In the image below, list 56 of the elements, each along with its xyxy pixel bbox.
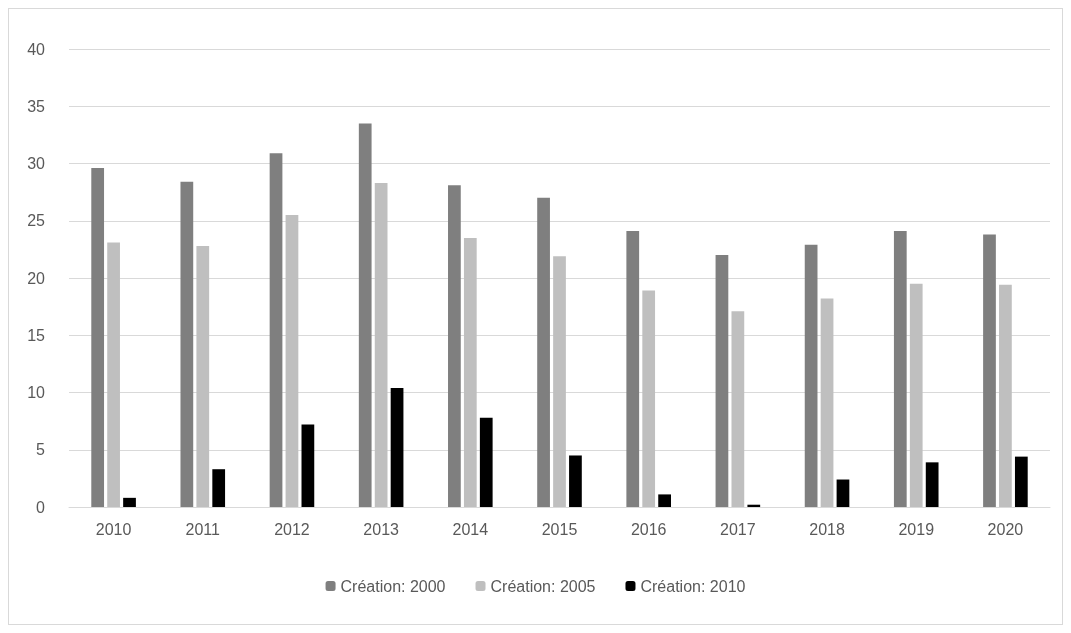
y-tick-label: 10 bbox=[27, 384, 46, 401]
bar bbox=[358, 123, 372, 507]
x-tick-label: 2014 bbox=[452, 520, 489, 538]
bar bbox=[804, 244, 818, 507]
bar bbox=[107, 242, 120, 507]
bar bbox=[893, 231, 907, 507]
legend-label: Création: 2010 bbox=[640, 577, 746, 595]
bar bbox=[983, 234, 996, 507]
bar bbox=[196, 245, 210, 507]
bar bbox=[731, 311, 745, 507]
bar bbox=[747, 504, 761, 507]
y-tick-label: 40 bbox=[27, 40, 46, 58]
y-tick-label: 5 bbox=[36, 441, 46, 459]
bar bbox=[123, 497, 136, 507]
bar bbox=[999, 284, 1012, 507]
y-tick-label: 30 bbox=[27, 155, 46, 172]
x-tick-label: 2013 bbox=[363, 520, 400, 538]
bar bbox=[553, 256, 566, 507]
y-tick-label: 35 bbox=[27, 97, 46, 115]
bar bbox=[180, 181, 194, 507]
y-tick-label: 20 bbox=[27, 269, 46, 287]
x-tick-label: 2012 bbox=[274, 520, 310, 538]
y-tick-label: 25 bbox=[27, 212, 46, 230]
bar bbox=[269, 153, 283, 507]
bar bbox=[285, 215, 299, 507]
bar bbox=[212, 469, 226, 507]
bar bbox=[301, 424, 315, 507]
bar bbox=[715, 255, 729, 507]
bar bbox=[91, 168, 105, 507]
x-tick-label: 2020 bbox=[987, 520, 1024, 538]
x-tick-label: 2019 bbox=[898, 520, 935, 538]
x-tick-label: 2010 bbox=[95, 520, 132, 538]
bar bbox=[642, 290, 656, 507]
x-tick-label: 2016 bbox=[630, 520, 667, 538]
x-tick-label: 2018 bbox=[809, 520, 845, 538]
bar bbox=[1014, 456, 1028, 507]
legend-label: Création: 2000 bbox=[340, 577, 446, 595]
bar bbox=[448, 185, 461, 507]
bar bbox=[820, 298, 834, 507]
bar bbox=[626, 231, 640, 507]
bar bbox=[390, 387, 404, 507]
bar bbox=[374, 182, 388, 507]
bar bbox=[569, 455, 582, 507]
x-tick-label: 2011 bbox=[185, 520, 221, 538]
bar bbox=[836, 479, 850, 507]
x-tick-label: 2017 bbox=[720, 520, 756, 538]
bar bbox=[463, 237, 477, 507]
bar bbox=[925, 462, 939, 507]
legend-label: Création: 2005 bbox=[490, 577, 596, 595]
y-tick-label: 15 bbox=[27, 326, 46, 344]
y-tick-label: 0 bbox=[36, 498, 46, 516]
bar bbox=[537, 197, 550, 507]
bar bbox=[479, 417, 493, 507]
x-tick-label: 2015 bbox=[541, 520, 578, 538]
bar bbox=[658, 494, 671, 507]
bar bbox=[909, 283, 923, 507]
